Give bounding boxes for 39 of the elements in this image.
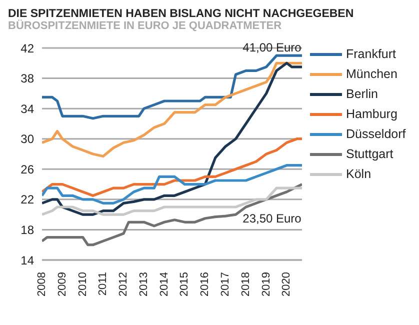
x-tick-label: 2008 (36, 272, 48, 296)
legend-label: Frankfurt (346, 47, 396, 61)
y-tick-label: 42 (20, 41, 34, 56)
y-tick-label: 22 (20, 192, 34, 207)
y-tick-label: 34 (20, 102, 34, 116)
x-tick-label: 2017 (220, 272, 232, 296)
annotation: 23,50 Euro (242, 212, 302, 226)
legend-label: Köln (346, 167, 372, 181)
x-tick-label: 2016 (199, 272, 212, 296)
line-series (42, 62, 302, 158)
legend-label: Hamburg (346, 107, 398, 121)
x-tick-label: 2010 (76, 272, 89, 296)
chart-title: DIE SPITZENMIETEN HABEN BISLANG NICHT NACHGEGEBEN (8, 8, 355, 20)
legend-label: München (346, 67, 398, 81)
y-tick-label: 30 (20, 132, 34, 146)
y-tick-label: 18 (20, 222, 34, 237)
chart-subtitle: BÜROSPITZENMIETE IN EURO JE QUADRATMETER (8, 20, 283, 32)
legend-label: Stuttgart (346, 147, 394, 161)
x-tick-label: 2020 (280, 272, 293, 296)
x-tick-label: 2014 (158, 272, 170, 296)
line-series (42, 138, 302, 197)
legend-label: Berlin (346, 87, 378, 101)
x-tick-label: 2012 (118, 272, 130, 296)
annotation: 41,00 Euro (242, 40, 302, 55)
legend-label: Düsseldorf (346, 127, 406, 141)
line-series (42, 186, 302, 216)
y-tick-label: 26 (20, 162, 34, 176)
line-series (42, 62, 302, 216)
x-tick-label: 2009 (56, 272, 68, 296)
y-tick-label: 38 (20, 72, 34, 86)
x-tick-label: 2019 (260, 272, 272, 296)
line-series (42, 164, 302, 205)
x-tick-label: 2013 (138, 272, 150, 296)
x-tick-label: 2015 (178, 272, 191, 296)
y-tick-label: 14 (20, 253, 34, 268)
line-series (42, 54, 302, 120)
line-series (42, 182, 302, 246)
x-tick-label: 2018 (240, 272, 252, 296)
x-tick-label: 2011 (97, 272, 110, 296)
